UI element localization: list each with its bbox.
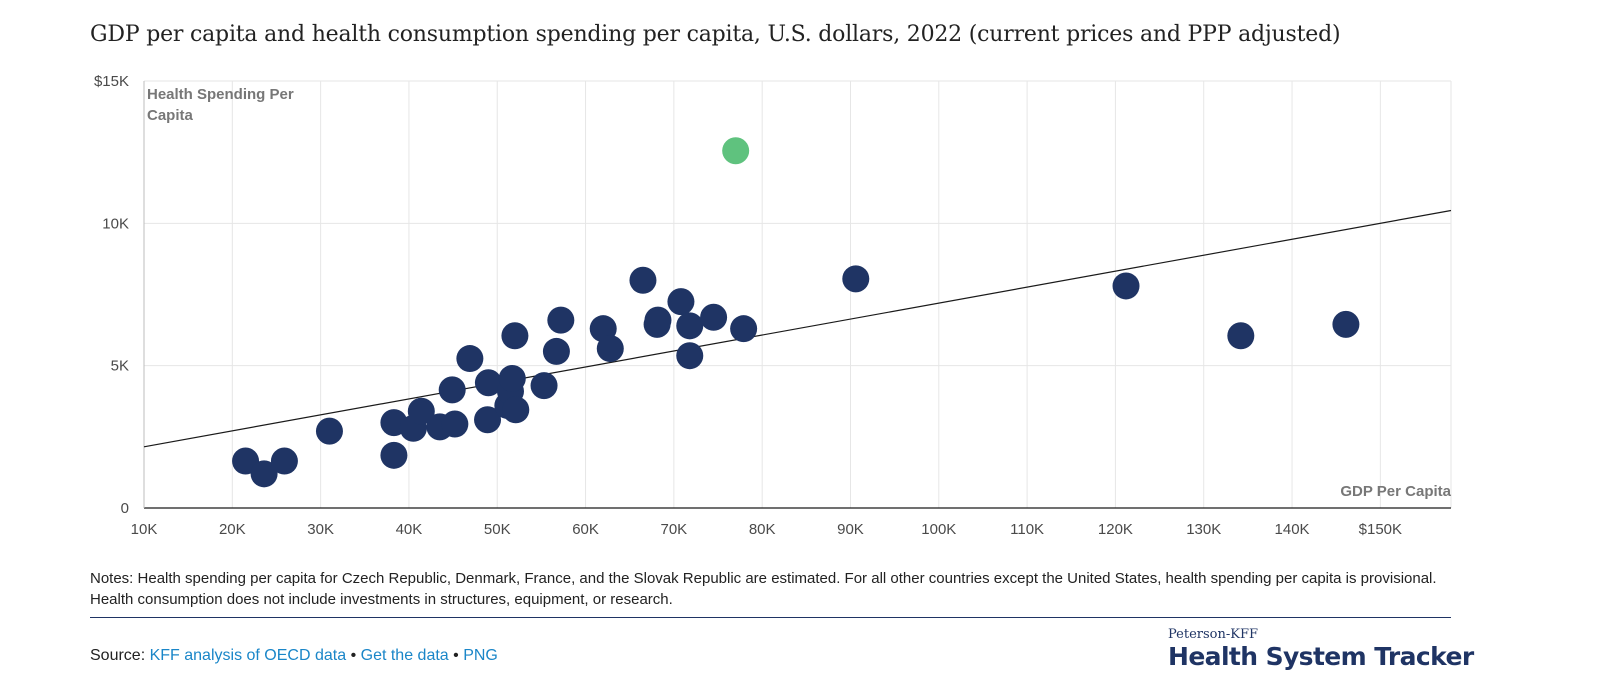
x-tick-label: $150K: [1359, 521, 1402, 538]
link-png[interactable]: PNG: [463, 647, 498, 664]
x-tick-label: 120K: [1098, 521, 1133, 538]
y-tick-label: $15K: [94, 73, 129, 90]
y-tick-label: 0: [121, 500, 129, 517]
data-point: [676, 342, 704, 370]
data-point: [380, 441, 408, 469]
data-point: [530, 372, 558, 400]
separator: •: [453, 647, 459, 664]
data-point: [498, 364, 526, 392]
highlighted-data-point: [722, 137, 750, 165]
data-point: [1332, 310, 1360, 338]
brand-main-text: Health System Tracker: [1168, 642, 1474, 671]
data-point: [596, 335, 624, 363]
x-tick-label: 50K: [484, 521, 511, 538]
data-point: [730, 315, 758, 343]
data-point: [474, 406, 502, 434]
trend-line: [143, 209, 1452, 448]
axes: [143, 81, 1451, 509]
chart-title: GDP per capita and health consumption sp…: [90, 22, 1341, 47]
x-axis-title: GDP Per Capita: [1340, 483, 1451, 500]
brand-top-text: Peterson-KFF: [1168, 627, 1259, 642]
x-tick-label: 130K: [1186, 521, 1221, 538]
grid-lines: [143, 80, 1452, 508]
data-point: [667, 288, 695, 316]
data-point: [542, 337, 570, 365]
data-point: [547, 306, 575, 334]
data-point: [474, 369, 502, 397]
x-tick-label: 40K: [396, 521, 423, 538]
data-point: [407, 397, 435, 425]
x-tick-label: 100K: [921, 521, 956, 538]
x-tick-label: 140K: [1275, 521, 1310, 538]
data-point: [501, 322, 529, 350]
divider: [90, 617, 1451, 618]
source-label: Source:: [90, 647, 146, 664]
x-tick-label: 20K: [219, 521, 246, 538]
data-point: [315, 417, 343, 445]
separator: •: [350, 647, 357, 664]
scatter-chart: 10K 20K 30K 40K 50K 60K 70K 80K 90K 100K 110K 120K 1…: [94, 73, 1452, 538]
data-point: [438, 376, 466, 404]
data-points: [232, 137, 1360, 488]
link-get-the-data[interactable]: Get the data: [360, 647, 449, 664]
x-tick-label: 10K: [131, 521, 158, 538]
x-tick-label: 80K: [749, 521, 776, 538]
data-point: [270, 447, 298, 475]
y-axis-title: Health Spending Per: [147, 86, 294, 103]
source-line: Source: KFF analysis of OECD data • Get …: [90, 647, 498, 665]
data-point: [502, 396, 530, 424]
x-tick-label: 110K: [1010, 521, 1044, 538]
x-tick-label: 60K: [572, 521, 599, 538]
data-point: [700, 303, 728, 331]
y-axis-title: Capita: [147, 107, 194, 124]
data-point: [676, 312, 704, 340]
x-tick-label: 30K: [307, 521, 334, 538]
data-point: [441, 410, 469, 438]
data-point: [644, 306, 672, 334]
x-tick-label: 90K: [837, 521, 864, 538]
trend-line-group: [143, 209, 1452, 448]
y-tick-label: 5K: [111, 358, 129, 375]
link-kff-analysis[interactable]: KFF analysis of OECD data: [149, 647, 347, 664]
chart-notes: Notes: Health spending per capita for Cz…: [90, 570, 1437, 608]
axis-labels: 10K 20K 30K 40K 50K 60K 70K 80K 90K 100K 110K 120K 1…: [94, 73, 1452, 538]
data-point: [1227, 322, 1255, 350]
y-tick-label: 10K: [102, 215, 129, 232]
x-tick-label: 70K: [661, 521, 688, 538]
data-point: [456, 345, 484, 373]
data-point: [1112, 272, 1140, 300]
data-point: [842, 265, 870, 293]
brand-logo: Peterson-KFF Health System Tracker: [1168, 628, 1474, 672]
data-point: [250, 460, 278, 488]
data-point: [629, 266, 657, 294]
